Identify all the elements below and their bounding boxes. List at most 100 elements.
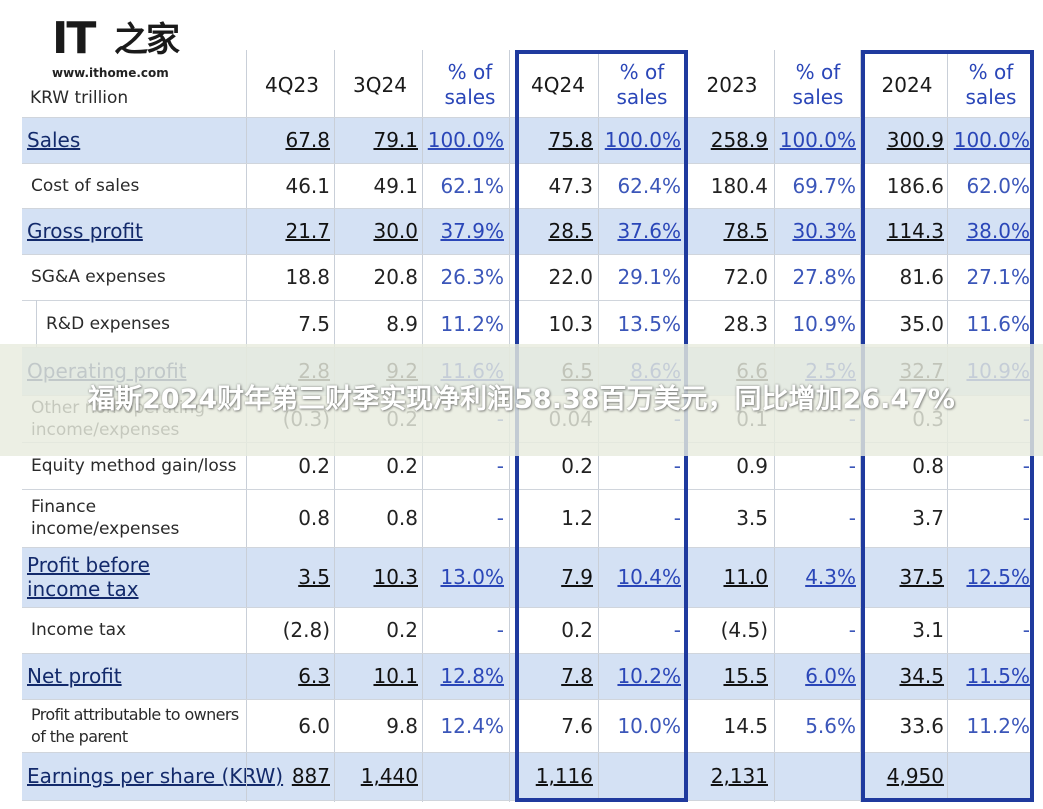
cell-pct-3q24: 100.0% <box>427 128 504 152</box>
header-pct-line2: sales <box>792 85 844 109</box>
header-pct-2023: % of sales <box>774 54 862 116</box>
table-row: Earnings per share (KRW) 887 1,440 1,116 2,1… <box>22 752 1030 800</box>
cell-4q23: 6.0 <box>298 713 330 738</box>
cell-2024: 33.6 <box>899 713 944 738</box>
cell-4q23: 21.7 <box>285 219 330 243</box>
table-row: Sales 67.8 79.1 100.0% 75.8 100.0% 258.9 100.0%… <box>22 117 1030 163</box>
row-label: Income tax <box>31 620 127 640</box>
cell-pct-2023: 100.0% <box>779 128 856 152</box>
article-title-banner: 福斯2024财年第三财季实现净利润58.38百万美元，同比增加26.47% <box>0 344 1043 456</box>
cell-pct-2023: 69.7% <box>792 173 856 198</box>
cell-pct-2023: 4.3% <box>805 565 856 589</box>
cell-4q24: 1.2 <box>561 506 593 530</box>
table-row: Income tax (2.8) 0.2 - 0.2 - (4.5) - 3.1 - <box>22 607 1030 653</box>
cell-4q24: 0.2 <box>561 453 593 478</box>
header-pct-line2: sales <box>444 85 496 109</box>
cell-3q24: 10.1 <box>373 664 418 688</box>
cell-pct-2023: - <box>848 453 856 478</box>
cell-2023: 0.9 <box>736 453 768 478</box>
row-divider <box>22 607 1030 608</box>
cell-pct-2023: 5.6% <box>805 713 856 738</box>
cell-2024: 3.1 <box>912 618 944 642</box>
row-divider <box>22 699 1030 700</box>
row-label: Equity method gain/loss <box>31 455 237 476</box>
cell-2023: (4.5) <box>720 618 768 642</box>
row-label: Cost of sales <box>31 175 140 196</box>
row-label: Sales <box>27 128 81 152</box>
cell-2023: 72.0 <box>723 265 768 289</box>
unit-label: KRW trillion <box>30 88 129 108</box>
cell-4q24: 47.3 <box>548 173 593 198</box>
cell-3q24: 79.1 <box>373 128 418 152</box>
cell-3q24: 20.8 <box>373 265 418 289</box>
cell-4q23: 46.1 <box>285 173 330 198</box>
cell-2023: 3.5 <box>736 506 768 530</box>
cell-pct-3q24: 26.3% <box>440 265 504 289</box>
ithome-logo: IT 之家 www.ithome.com <box>48 13 180 82</box>
cell-pct-4q24: 62.4% <box>617 173 681 198</box>
cell-2024: 186.6 <box>886 173 944 198</box>
cell-pct-4q24 <box>597 752 681 800</box>
cell-pct-2024: 100.0% <box>953 128 1030 152</box>
header-pct-line2: sales <box>616 85 668 109</box>
cell-pct-2023: - <box>848 618 856 642</box>
cell-pct-4q24: 10.2% <box>617 664 681 688</box>
cell-pct-3q24: - <box>496 453 504 478</box>
cell-4q23: 0.2 <box>298 453 330 478</box>
cell-2024: 114.3 <box>886 219 944 243</box>
header-pct-line1: % of <box>968 60 1014 84</box>
row-divider <box>22 653 1030 654</box>
header-pct-2024: % of sales <box>948 54 1034 116</box>
cell-4q23: (2.8) <box>282 618 330 642</box>
cell-pct-3q24: 37.9% <box>440 219 504 243</box>
cell-pct-2023: - <box>848 506 856 530</box>
row-label: Profit before income tax <box>27 553 150 601</box>
row-label: Profit attributable to owners of the par… <box>31 704 239 746</box>
cell-4q23: 67.8 <box>285 128 330 152</box>
cell-3q24: 1,440 <box>360 764 418 788</box>
cell-pct-4q24: 13.5% <box>617 311 681 336</box>
table-row: Profit before income tax 3.5 10.3 13.0% 7.9 1… <box>22 547 1030 607</box>
cell-2024: 81.6 <box>899 265 944 289</box>
row-label: SG&A expenses <box>31 267 166 287</box>
cell-pct-2023 <box>772 752 856 800</box>
cell-pct-2024: 11.6% <box>966 311 1030 336</box>
cell-pct-2023: 30.3% <box>792 219 856 243</box>
row-divider <box>22 489 1030 490</box>
table-row: Gross profit 21.7 30.0 37.9% 28.5 37.6% 78.5 30… <box>22 208 1030 254</box>
row-divider <box>22 208 1030 209</box>
cell-pct-2024: 12.5% <box>966 565 1030 589</box>
cell-pct-2024: - <box>1022 506 1030 530</box>
cell-4q24: 1,116 <box>535 764 593 788</box>
row-divider <box>22 547 1030 548</box>
cell-4q23: 6.3 <box>298 664 330 688</box>
cell-pct-4q24: 10.0% <box>617 713 681 738</box>
table-row: Profit attributable to owners of the par… <box>22 699 1030 752</box>
cell-pct-3q24 <box>420 752 504 800</box>
cell-2024: 300.9 <box>886 128 944 152</box>
row-divider <box>22 163 1030 164</box>
header-pct-line1: % of <box>447 60 493 84</box>
cell-2023: 258.9 <box>710 128 768 152</box>
header-pct-line2: sales <box>965 85 1017 109</box>
cell-3q24: 30.0 <box>373 219 418 243</box>
cell-2024: 37.5 <box>899 565 944 589</box>
cell-pct-4q24: - <box>673 453 681 478</box>
cell-2023: 15.5 <box>723 664 768 688</box>
logo-url: www.ithome.com <box>52 66 169 80</box>
logo-it-mark: IT <box>52 13 96 64</box>
cell-3q24: 49.1 <box>373 173 418 198</box>
row-divider <box>22 300 1030 301</box>
cell-2024: 3.7 <box>912 506 944 530</box>
cell-pct-2024: - <box>1022 618 1030 642</box>
cell-3q24: 8.9 <box>386 311 418 336</box>
cell-4q24: 28.5 <box>548 219 593 243</box>
row-label: Finance income/expenses <box>31 497 180 539</box>
header-2024: 2024 <box>881 73 933 97</box>
table-row: Net profit 6.3 10.1 12.8% 7.8 10.2% 15.5 6.0% 34… <box>22 653 1030 699</box>
cell-pct-2024: - <box>1022 453 1030 478</box>
cell-4q24: 7.9 <box>561 565 593 589</box>
cell-3q24: 0.8 <box>386 506 418 530</box>
cell-pct-4q24: 29.1% <box>617 265 681 289</box>
cell-4q24: 75.8 <box>548 128 593 152</box>
